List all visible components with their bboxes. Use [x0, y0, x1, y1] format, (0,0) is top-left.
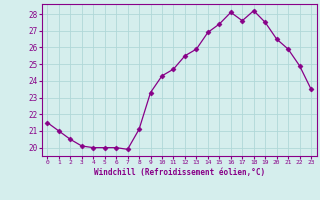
X-axis label: Windchill (Refroidissement éolien,°C): Windchill (Refroidissement éolien,°C): [94, 168, 265, 177]
